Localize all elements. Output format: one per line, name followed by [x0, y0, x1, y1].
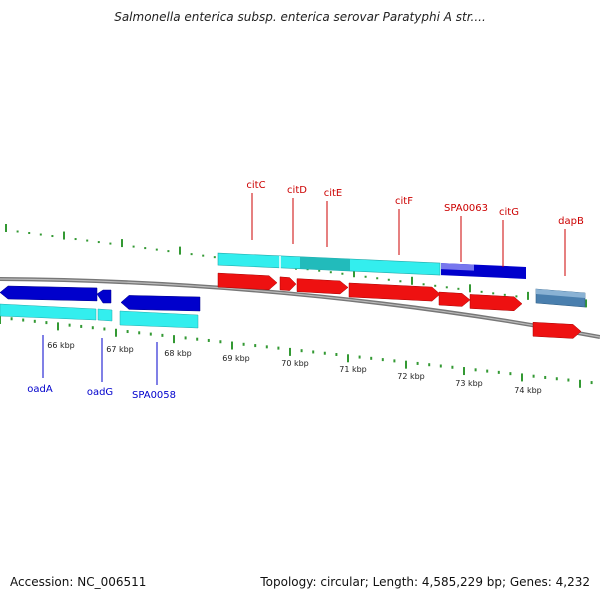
cds-dapB-arrow — [532, 322, 582, 339]
gene-label-citC: citC — [246, 180, 265, 191]
accession-label: Accession: NC_006511 — [10, 575, 147, 589]
scale-label: 68 kbp — [164, 349, 192, 358]
gene-label-citF: citF — [395, 196, 413, 207]
cds-oadA — [0, 285, 98, 302]
scale-label: 69 kbp — [222, 354, 250, 363]
cds-SPA0063 — [438, 291, 471, 307]
gene-label-oadA: oadA — [27, 384, 53, 395]
gene-label-citE: citE — [324, 188, 343, 199]
feature-bar-cyan-right — [119, 310, 199, 329]
cds-citD — [279, 276, 297, 291]
feature-bar-blue-highlight — [441, 263, 474, 271]
map-title: Salmonella enterica subsp. enterica sero… — [114, 10, 486, 24]
cds-citG — [469, 294, 523, 312]
topology-label: Topology: circular; Length: 4,585,229 bp… — [260, 575, 590, 589]
gene-label-SPA0063: SPA0063 — [444, 203, 488, 214]
scale-label: 67 kbp — [106, 345, 134, 354]
gene-label-SPA0058: SPA0058 — [132, 390, 176, 401]
gene-label-citD: citD — [287, 185, 307, 196]
feature-bar-teal — [300, 256, 350, 272]
cds-citE — [296, 278, 349, 295]
feature-bar-steel-highlight — [536, 289, 585, 298]
scale-label: 73 kbp — [455, 379, 483, 388]
scale-label: 70 kbp — [281, 359, 309, 368]
gene-label-oadG: oadG — [87, 387, 113, 398]
gene-label-citG: citG — [499, 207, 519, 218]
feature-bar-cyan-mid — [97, 308, 113, 322]
backbone-highlight — [0, 278, 600, 338]
cds-citF — [348, 282, 441, 302]
gene-label-dapB: dapB — [558, 216, 584, 227]
scale-label: 71 kbp — [339, 365, 367, 374]
scale-label: 72 kbp — [397, 372, 425, 381]
cds-oadG — [96, 289, 112, 304]
scale-label: 66 kbp — [47, 341, 75, 350]
feature-bar-cyan-left — [0, 303, 97, 321]
cds-SPA0058 — [120, 295, 201, 312]
cds-citC — [217, 272, 278, 290]
scale-label: 74 kbp — [514, 386, 542, 395]
